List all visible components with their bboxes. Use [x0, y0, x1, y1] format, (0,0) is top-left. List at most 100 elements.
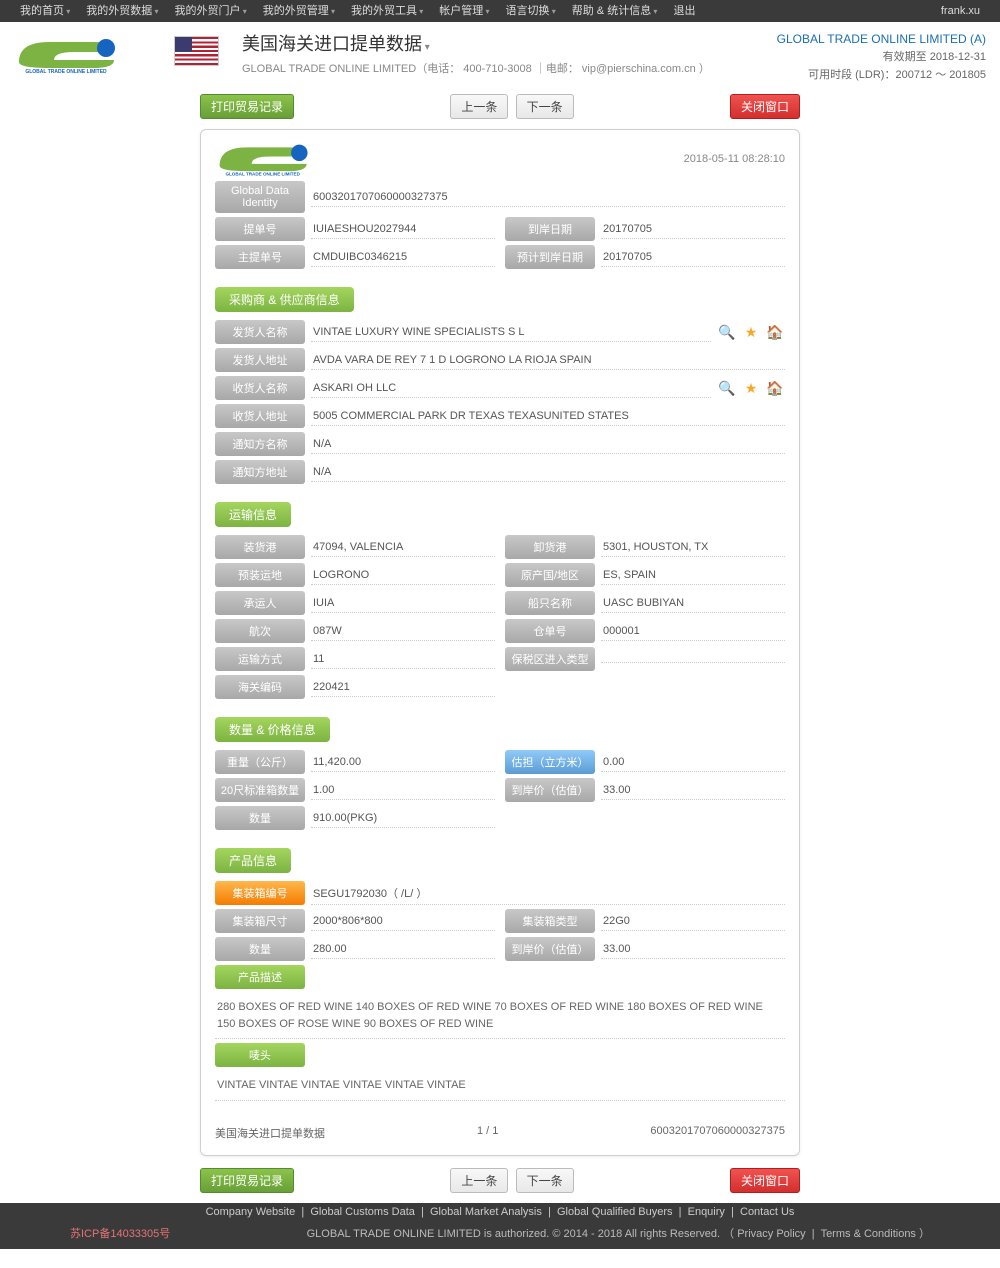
- star-icon[interactable]: ★: [741, 378, 761, 398]
- prev-button[interactable]: 上一条: [450, 94, 508, 119]
- footer-link[interactable]: Company Website: [206, 1206, 296, 1218]
- gdi-label: Global Data Identity: [215, 181, 305, 213]
- next-button[interactable]: 下一条: [516, 94, 574, 119]
- product-title: 产品信息: [215, 848, 291, 873]
- load-port-label: 装货港: [215, 535, 305, 559]
- nav-manage[interactable]: 我的外贸管理: [255, 0, 343, 22]
- desc-label: 产品描述: [215, 965, 305, 989]
- carrier-label: 承运人: [215, 591, 305, 615]
- footer-link[interactable]: Global Market Analysis: [430, 1206, 542, 1218]
- teu-value: 1.00: [311, 781, 495, 800]
- hs-value: 220421: [311, 678, 495, 697]
- cif-label: 到岸价（估值）: [505, 778, 595, 802]
- weight-value: 11,420.00: [311, 753, 495, 772]
- nav-user[interactable]: frank.xu: [941, 0, 988, 22]
- card-foot-left: 美国海关进口提单数据: [215, 1125, 325, 1141]
- next-button-bottom[interactable]: 下一条: [516, 1168, 574, 1193]
- us-flag-icon: [174, 36, 219, 66]
- prev-button-bottom[interactable]: 上一条: [450, 1168, 508, 1193]
- svg-text:GLOBAL TRADE ONLINE LIMITED: GLOBAL TRADE ONLINE LIMITED: [225, 172, 300, 177]
- logo-box: GLOBAL TRADE ONLINE LIMITED: [14, 30, 174, 77]
- qty-section: 数量 & 价格信息 重量（公斤）11,420.00 估担（立方米）0.00 20…: [215, 713, 785, 830]
- nav-lang[interactable]: 语言切换: [498, 0, 564, 22]
- flag-box[interactable]: [174, 30, 234, 66]
- eta-label: 预计到岸日期: [505, 245, 595, 269]
- pager-buttons-bottom: 上一条 下一条: [448, 1168, 575, 1193]
- star-icon[interactable]: ★: [741, 322, 761, 342]
- card-head: GLOBAL TRADE ONLINE LIMITED 2018-05-11 0…: [215, 140, 785, 181]
- party-section: 采购商 & 供应商信息 发货人名称 VINTAE LUXURY WINE SPE…: [215, 283, 785, 484]
- consignee-addr-value: 5005 COMMERCIAL PARK DR TEXAS TEXASUNITE…: [311, 407, 785, 426]
- pcif-label: 到岸价（估值）: [505, 937, 595, 961]
- pager-buttons: 上一条 下一条: [448, 94, 575, 119]
- nav-home[interactable]: 我的首页: [12, 0, 78, 22]
- privacy-link[interactable]: Privacy Policy: [737, 1228, 805, 1240]
- usable-period: 可用时段 (LDR)：200712 ～ 201805: [777, 67, 986, 85]
- page-subtitle: GLOBAL TRADE ONLINE LIMITED（电话： 400-710-…: [242, 60, 777, 76]
- transport-section: 运输信息 装货港47094, VALENCIA 卸货港5301, HOUSTON…: [215, 498, 785, 699]
- nav-portal[interactable]: 我的外贸门户: [167, 0, 255, 22]
- timestamp: 2018-05-11 08:28:10: [684, 153, 785, 165]
- container-label: 集装箱编号: [215, 881, 305, 905]
- search-icon[interactable]: 🔍: [717, 322, 737, 342]
- close-button[interactable]: 关闭窗口: [730, 94, 800, 119]
- consignee-name-label: 收货人名称: [215, 376, 305, 400]
- home-icon[interactable]: 🏠: [765, 378, 785, 398]
- footer-links: Company Website | Global Customs Data | …: [0, 1203, 1000, 1221]
- qty-value: 910.00(PKG): [311, 809, 495, 828]
- copy-text: GLOBAL TRADE ONLINE LIMITED is authorize…: [307, 1228, 735, 1240]
- nav-data[interactable]: 我的外贸数据: [78, 0, 166, 22]
- notify-addr-value: N/A: [311, 463, 785, 482]
- arrive-value: 20170705: [601, 220, 785, 239]
- close-button-bottom[interactable]: 关闭窗口: [730, 1168, 800, 1193]
- card-logo: GLOBAL TRADE ONLINE LIMITED: [215, 140, 325, 177]
- nav-account[interactable]: 帐户管理: [431, 0, 497, 22]
- footer-link[interactable]: Global Customs Data: [310, 1206, 415, 1218]
- home-icon[interactable]: 🏠: [765, 322, 785, 342]
- ftz-label: 保税区进入类型: [505, 647, 595, 671]
- card-foot-right: 6003201707060000327375: [650, 1125, 785, 1141]
- transport-title: 运输信息: [215, 502, 291, 527]
- copyright: GLOBAL TRADE ONLINE LIMITED is authorize…: [307, 1225, 930, 1241]
- shipper-name-value: VINTAE LUXURY WINE SPECIALISTS S L: [311, 323, 711, 342]
- nav-left: 我的首页 我的外贸数据 我的外贸门户 我的外贸管理 我的外贸工具 帐户管理 语言…: [12, 0, 703, 22]
- nav-tools[interactable]: 我的外贸工具: [343, 0, 431, 22]
- search-icon[interactable]: 🔍: [717, 378, 737, 398]
- pcif-value: 33.00: [601, 940, 785, 959]
- page-title[interactable]: 美国海关进口提单数据: [242, 30, 777, 56]
- print-button[interactable]: 打印贸易记录: [200, 94, 294, 119]
- action-bar-bottom: 打印贸易记录 上一条 下一条 关闭窗口: [200, 1168, 800, 1193]
- qty-title: 数量 & 价格信息: [215, 717, 330, 742]
- logo: GLOBAL TRADE ONLINE LIMITED: [14, 34, 134, 74]
- footer-link[interactable]: Enquiry: [688, 1206, 725, 1218]
- terms-link[interactable]: Terms & Conditions: [821, 1228, 916, 1240]
- arrive-label: 到岸日期: [505, 217, 595, 241]
- card-foot-mid: 1 / 1: [477, 1125, 498, 1141]
- print-button-bottom[interactable]: 打印贸易记录: [200, 1168, 294, 1193]
- notify-name-label: 通知方名称: [215, 432, 305, 456]
- svg-text:GLOBAL TRADE ONLINE LIMITED: GLOBAL TRADE ONLINE LIMITED: [25, 69, 107, 74]
- footer-link[interactable]: Contact Us: [740, 1206, 794, 1218]
- card-footer: 美国海关进口提单数据 1 / 1 6003201707060000327375: [215, 1115, 785, 1141]
- vol-value: 0.00: [601, 753, 785, 772]
- container-value: SEGU1792030（ /L/ ）: [311, 882, 785, 905]
- cif-value: 33.00: [601, 781, 785, 800]
- bill-value: IUIAESHOU2027944: [311, 220, 495, 239]
- voyage-value: 087W: [311, 622, 495, 641]
- pqty-value: 280.00: [311, 940, 495, 959]
- ctype-value: 22G0: [601, 912, 785, 931]
- unload-port-value: 5301, HOUSTON, TX: [601, 538, 785, 557]
- nav-help[interactable]: 帮助 & 统计信息: [564, 0, 666, 22]
- party-title: 采购商 & 供应商信息: [215, 287, 354, 312]
- valid-date: 有效期至 2018-12-31: [777, 49, 986, 67]
- company-name: GLOBAL TRADE ONLINE LIMITED (A): [777, 30, 986, 49]
- nav-logout[interactable]: 退出: [665, 0, 703, 22]
- copy-tail: ）: [919, 1228, 930, 1240]
- mode-value: 11: [311, 650, 495, 669]
- footer-link[interactable]: Global Qualified Buyers: [557, 1206, 673, 1218]
- dim-label: 集装箱尺寸: [215, 909, 305, 933]
- unload-port-label: 卸货港: [505, 535, 595, 559]
- master-value: CMDUIBC0346215: [311, 248, 495, 267]
- product-section: 产品信息 集装箱编号 SEGU1792030（ /L/ ） 集装箱尺寸2000*…: [215, 844, 785, 1101]
- pre-value: LOGRONO: [311, 566, 495, 585]
